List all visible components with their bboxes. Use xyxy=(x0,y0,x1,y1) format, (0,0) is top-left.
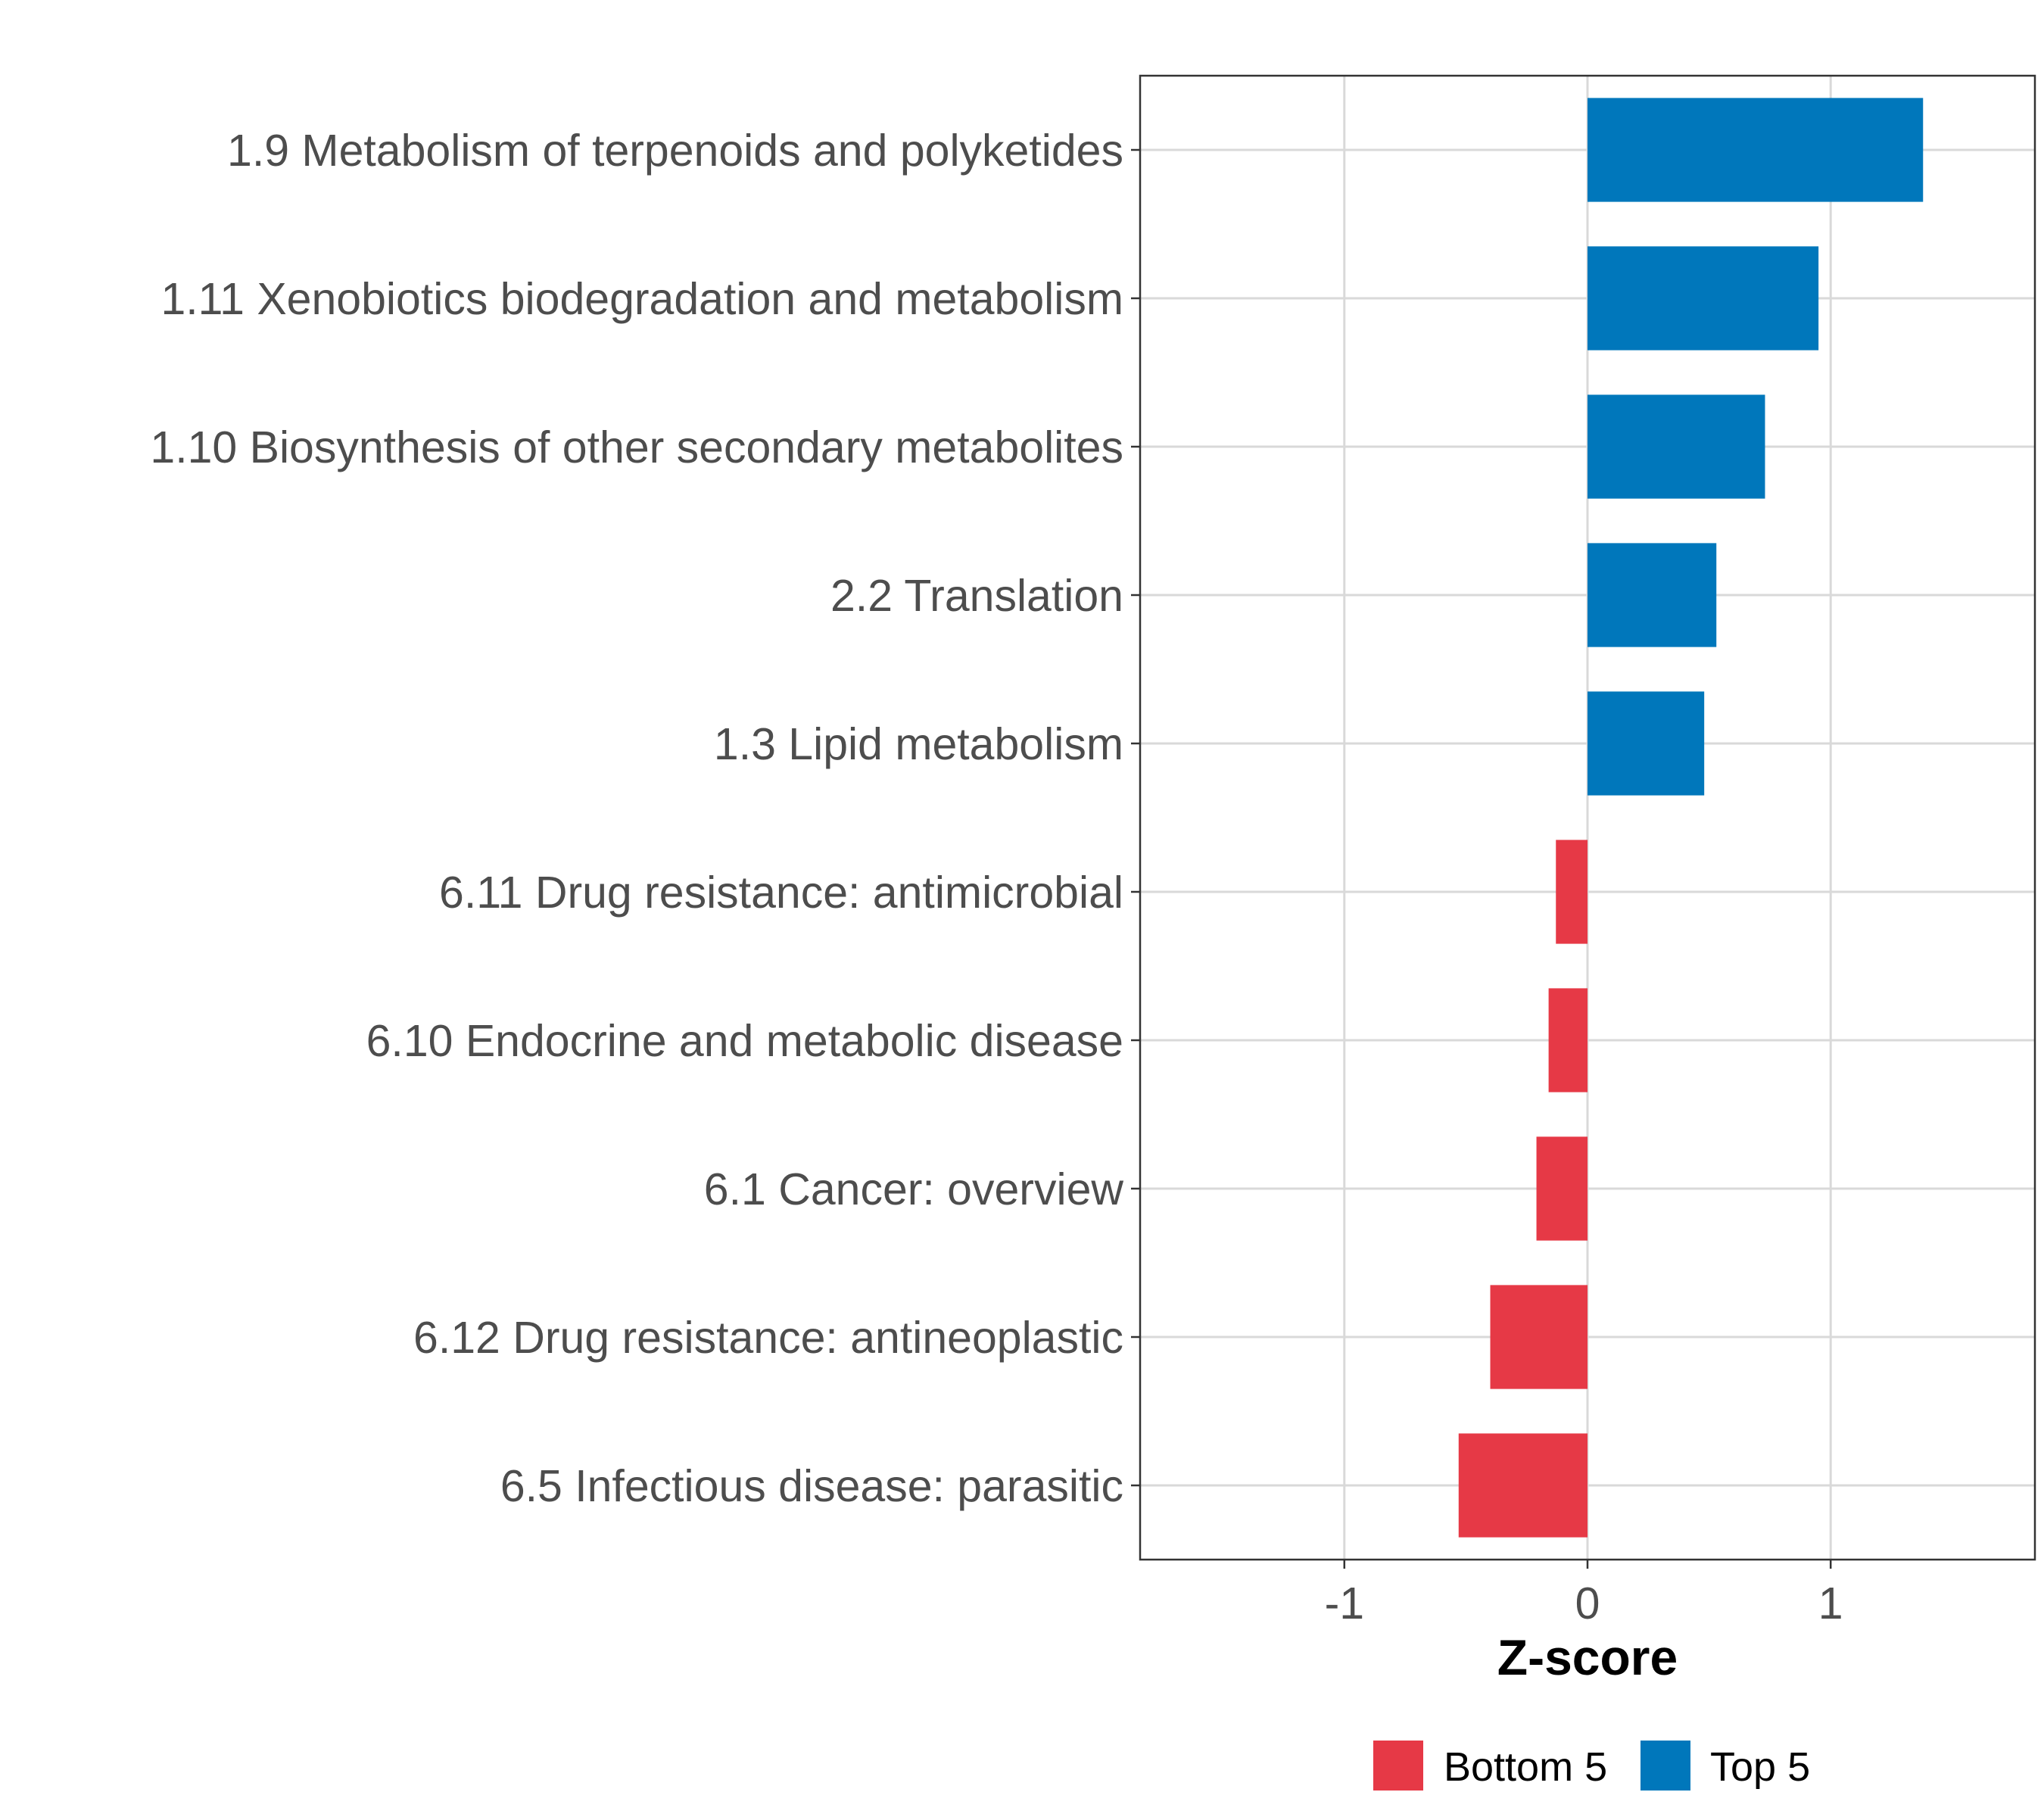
y-tick-label: 1.9 Metabolism of terpenoids and polyket… xyxy=(227,126,1123,176)
y-tick-label: 1.11 Xenobiotics biodegradation and meta… xyxy=(160,274,1123,324)
bar xyxy=(1588,543,1717,647)
x-axis-ticks: -1 0 1 xyxy=(1325,1560,1843,1628)
y-tick-label: 6.5 Infectious disease: parasitic xyxy=(500,1461,1123,1511)
legend-label: Bottom 5 xyxy=(1444,1744,1607,1790)
x-tick-label: 0 xyxy=(1575,1579,1600,1628)
x-axis-label: Z-score xyxy=(1497,1629,1678,1685)
bar xyxy=(1588,394,1765,499)
x-tick-label: -1 xyxy=(1325,1579,1364,1628)
bars xyxy=(1458,98,1924,1538)
y-tick-label: 1.10 Biosynthesis of other secondary met… xyxy=(150,422,1123,472)
y-axis-labels: 1.9 Metabolism of terpenoids and polyket… xyxy=(150,126,1140,1511)
bar xyxy=(1536,1136,1588,1241)
bar xyxy=(1588,691,1705,796)
bar xyxy=(1548,988,1588,1092)
legend-label: Top 5 xyxy=(1710,1744,1810,1790)
bar xyxy=(1556,840,1588,944)
bar xyxy=(1490,1285,1588,1389)
legend-swatch xyxy=(1640,1741,1690,1791)
y-tick-label: 2.2 Translation xyxy=(830,571,1123,621)
y-tick-label: 6.11 Drug resistance: antimicrobial xyxy=(439,868,1123,918)
y-tick-label: 6.10 Endocrine and metabolic disease xyxy=(366,1016,1123,1066)
y-tick-label: 1.3 Lipid metabolism xyxy=(714,719,1123,769)
legend-swatch xyxy=(1373,1741,1423,1791)
bar xyxy=(1588,246,1819,351)
y-tick-label: 6.1 Cancer: overview xyxy=(704,1164,1124,1214)
bar xyxy=(1458,1433,1588,1538)
bar xyxy=(1588,98,1924,202)
x-tick-label: 1 xyxy=(1818,1579,1843,1628)
y-tick-label: 6.12 Drug resistance: antineoplastic xyxy=(413,1313,1123,1363)
legend: Bottom 5 Top 5 xyxy=(1373,1741,1810,1791)
